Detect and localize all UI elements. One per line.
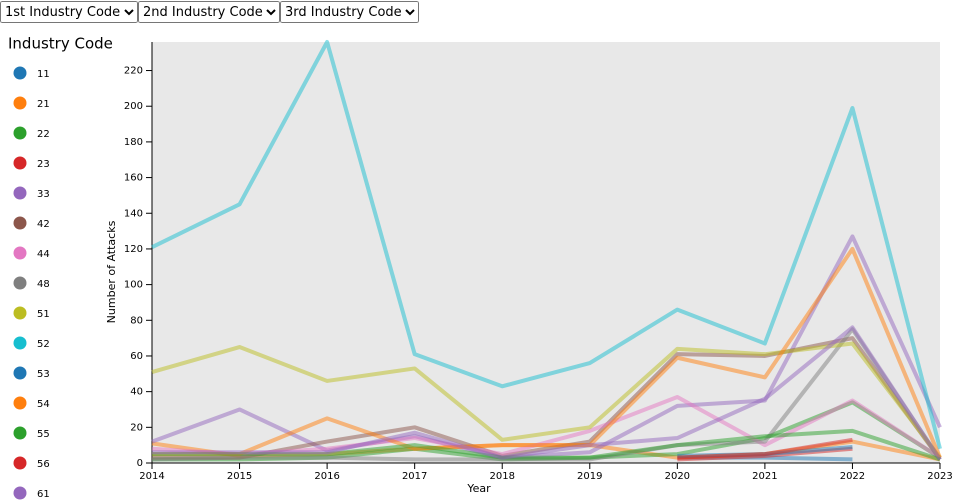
legend-swatch	[13, 246, 27, 260]
y-axis-label: Number of Attacks	[105, 220, 118, 323]
legend-swatch	[13, 276, 27, 290]
controls: 1st Industry Code 2nd Industry Code 3rd In…	[0, 1, 419, 23]
legend-title: Industry Code	[8, 35, 113, 53]
legend-swatch	[13, 366, 27, 380]
legend-label: 56	[37, 459, 50, 470]
legend-swatch	[13, 456, 27, 470]
series-line	[151, 40, 942, 450]
x-tick-label: 2022	[840, 471, 865, 482]
series-line	[152, 246, 942, 459]
legend-swatch	[13, 66, 27, 80]
x-tick-label: 2023	[927, 471, 952, 482]
legend-swatch	[13, 426, 27, 440]
legend-swatch	[13, 156, 27, 170]
legend-label: 55	[37, 429, 50, 440]
legend-swatch	[13, 186, 27, 200]
legend-label: 11	[37, 69, 50, 80]
x-axis-label: Year	[466, 482, 491, 495]
industry-select[interactable]: 2nd Industry Code	[138, 1, 280, 23]
y-tick-label: 0	[137, 458, 143, 469]
industry-select[interactable]: 3rd Industry Code	[280, 1, 419, 23]
x-tick-label: 2018	[489, 471, 514, 482]
legend-label: 51	[37, 309, 50, 320]
y-tick-label: 140	[124, 208, 143, 219]
x-tick-label: 2014	[139, 471, 164, 482]
y-tick-label: 200	[124, 101, 143, 112]
legend-swatch	[13, 126, 27, 140]
legend-swatch	[13, 216, 27, 230]
series-line	[152, 325, 942, 461]
series-line	[677, 437, 853, 460]
industry-select[interactable]: 1st Industry Code	[0, 1, 138, 23]
legend-label: 44	[37, 249, 50, 260]
legend-swatch	[13, 306, 27, 320]
legend-swatch	[13, 96, 27, 110]
legend-swatch	[13, 396, 27, 410]
x-tick-label: 2020	[665, 471, 690, 482]
x-tick-label: 2015	[227, 471, 252, 482]
x-tick-label: 2017	[402, 471, 427, 482]
x-tick-label: 2021	[752, 471, 777, 482]
legend-label: 22	[37, 129, 50, 140]
legend-swatch	[13, 486, 27, 500]
y-tick-label: 180	[124, 137, 143, 148]
legend-label: 61	[37, 489, 50, 500]
y-tick-label: 20	[130, 422, 143, 433]
y-tick-label: 100	[124, 280, 143, 291]
legend-label: 53	[37, 369, 50, 380]
legend-label: 33	[37, 189, 50, 200]
legend-label: 42	[37, 219, 50, 230]
legend-label: 23	[37, 159, 50, 170]
legend-label: 54	[37, 399, 50, 410]
y-tick-label: 160	[124, 173, 143, 184]
x-tick-label: 2019	[577, 471, 602, 482]
plot-background	[152, 42, 940, 463]
y-tick-label: 80	[130, 315, 143, 326]
series-line	[151, 234, 942, 460]
y-tick-label: 120	[124, 244, 143, 255]
y-tick-label: 40	[130, 387, 143, 398]
x-tick-label: 2016	[314, 471, 339, 482]
series-line	[151, 341, 942, 459]
y-tick-label: 220	[124, 66, 143, 77]
legend-label: 21	[37, 99, 50, 110]
y-tick-label: 60	[130, 351, 143, 362]
legend-label: 52	[37, 339, 50, 350]
legend-label: 48	[37, 279, 50, 290]
legend-swatch	[13, 336, 27, 350]
